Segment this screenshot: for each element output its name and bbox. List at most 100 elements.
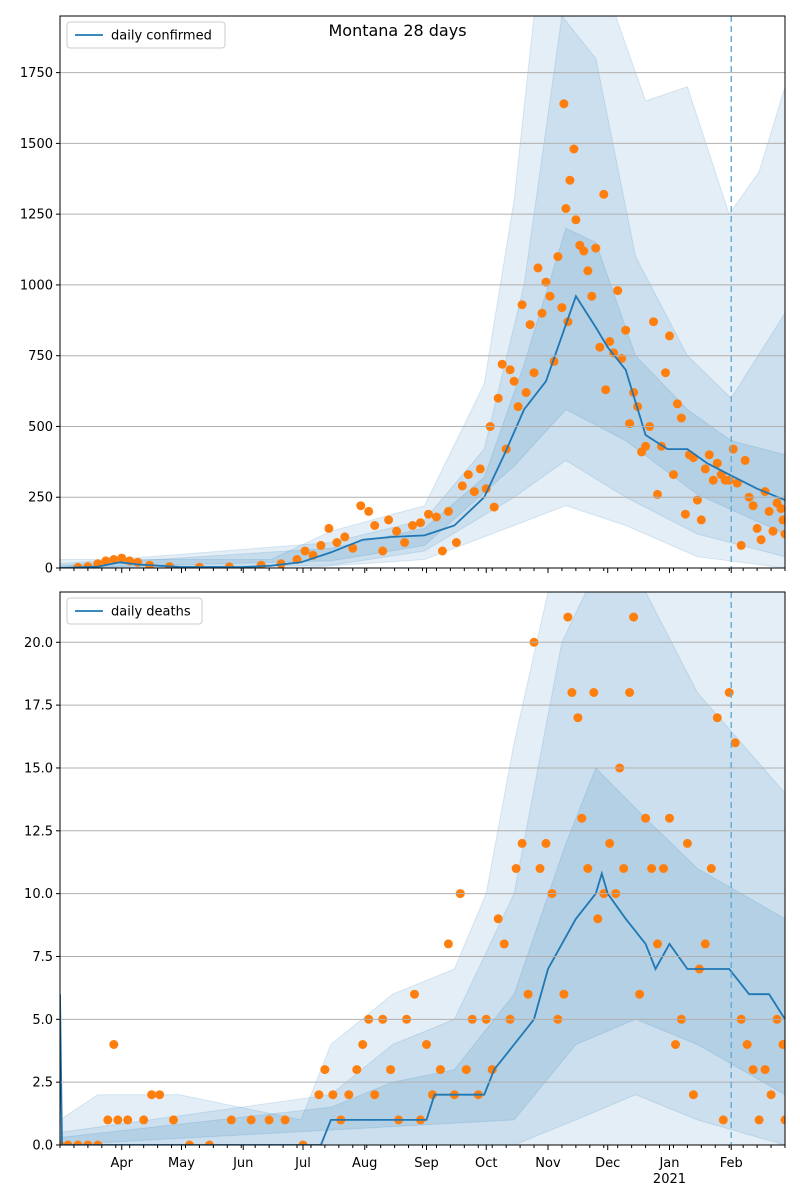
confirmed-data-point [378,546,388,556]
confirmed-data-point [370,521,380,530]
confirmed-data-point [565,175,575,185]
confirmed-data-point [665,331,674,341]
deaths-data-point [83,1140,93,1145]
deaths-y-tick-label: 17.5 [24,699,53,714]
confirmed-data-point [601,385,611,395]
deaths-data-point [185,1140,194,1145]
confirmed-data-point [300,546,310,556]
deaths-data-point [635,989,645,999]
confirmed-data-point [780,529,785,539]
confirmed-data-point [587,291,597,301]
confirmed-uncertainty-band [60,16,785,568]
confirmed-data-point [672,399,682,409]
confirmed-data-point [613,286,623,296]
deaths-data-point [742,1040,752,1049]
confirmed-data-point [408,521,417,530]
deaths-data-point [344,1090,354,1100]
confirmed-data-point [109,555,119,564]
confirmed-data-point [653,489,662,499]
x-tick-label-feb: Feb [720,1156,743,1171]
confirmed-data-point [700,464,710,474]
confirmed-plot-background [60,16,785,568]
deaths-data-point [93,1140,103,1145]
x-tick-label-jul: Jul [294,1156,311,1171]
deaths-data-point [718,1115,728,1125]
confirmed-legend: daily confirmed [66,21,226,49]
confirmed-data-point [756,535,766,545]
confirmed-data-point [101,556,111,566]
deaths-data-point [641,813,651,823]
deaths-data-point [671,1040,680,1049]
deaths-data-point [328,1090,338,1100]
deaths-data-point [665,813,674,823]
confirmed-data-point [736,540,746,550]
deaths-data-point [523,989,533,999]
confirmed-data-point [669,470,678,480]
deaths-data-point [625,688,635,697]
confirmed-data-point [778,515,785,525]
deaths-uncertainty-band [60,592,785,1145]
x-tick-label-jan: Jan [658,1156,679,1171]
deaths-data-point [428,1090,437,1100]
deaths-legend: daily deaths [66,597,203,625]
deaths-data-point [226,1115,236,1125]
deaths-trend-line [60,870,785,1145]
x-tick-label-aug: Aug [352,1156,377,1171]
confirmed-data-point [583,266,593,276]
deaths-data-point [724,688,734,697]
deaths-data-point [109,1040,119,1049]
deaths-data-point [113,1115,123,1125]
x-tick-label-apr: Apr [110,1156,133,1171]
confirmed-data-point [696,515,706,525]
confirmed-data-point [533,263,543,273]
deaths-y-tick-label: 0.0 [32,1139,53,1154]
confirmed-data-point [605,337,615,346]
confirmed-data-point [559,99,569,109]
confirmed-data-point [661,368,670,378]
confirmed-data-point [505,365,515,375]
deaths-chart-panel: 0.0 2.5 5.0 7.5 10.0 12.5 15.0 17.5 20.0 Apr May Ju… [24,591,786,1187]
deaths-data-point [700,939,710,949]
confirmed-data-point [728,444,738,454]
confirmed-data-point [497,359,507,369]
confirmed-data-point [332,538,342,547]
confirmed-data-point [579,246,589,256]
confirmed-data-point [537,308,547,318]
deaths-data-point [706,864,716,873]
confirmed-data-point [493,393,503,403]
deaths-data-point [63,1140,73,1145]
confirmed-data-point [525,320,535,330]
confirmed-data-point [692,495,702,505]
deaths-data-point [264,1115,274,1125]
confirmed-y-tick-label: 750 [28,349,53,364]
confirmed-data-point [437,546,447,556]
deaths-data-point [748,1065,758,1075]
confirmed-data-point [545,291,555,301]
deaths-data-point [499,939,509,949]
confirmed-data-point [451,538,461,547]
confirmed-trend-line [60,294,785,568]
deaths-data-point [778,1040,785,1049]
confirmed-data-point [591,243,601,253]
deaths-data-point [619,864,629,873]
confirmed-data-point [424,509,433,519]
deaths-data-point [139,1115,149,1125]
confirmed-legend-box [66,21,226,49]
confirmed-data-point [680,509,690,519]
deaths-data-point [517,838,527,848]
deaths-data-point [204,1140,214,1145]
deaths-data-point [246,1115,256,1125]
deaths-data-point [358,1040,368,1049]
deaths-data-point [103,1115,113,1125]
deaths-data-point [298,1140,308,1145]
deaths-data-point [563,612,573,622]
confirmed-data-point [561,204,571,213]
confirmed-data-point [489,502,499,512]
confirmed-data-point [621,325,631,335]
deaths-data-point [541,838,551,848]
confirmed-data-point [557,303,567,313]
deaths-data-point [559,989,569,999]
deaths-data-point [73,1140,83,1145]
confirmed-data-point [469,487,479,497]
